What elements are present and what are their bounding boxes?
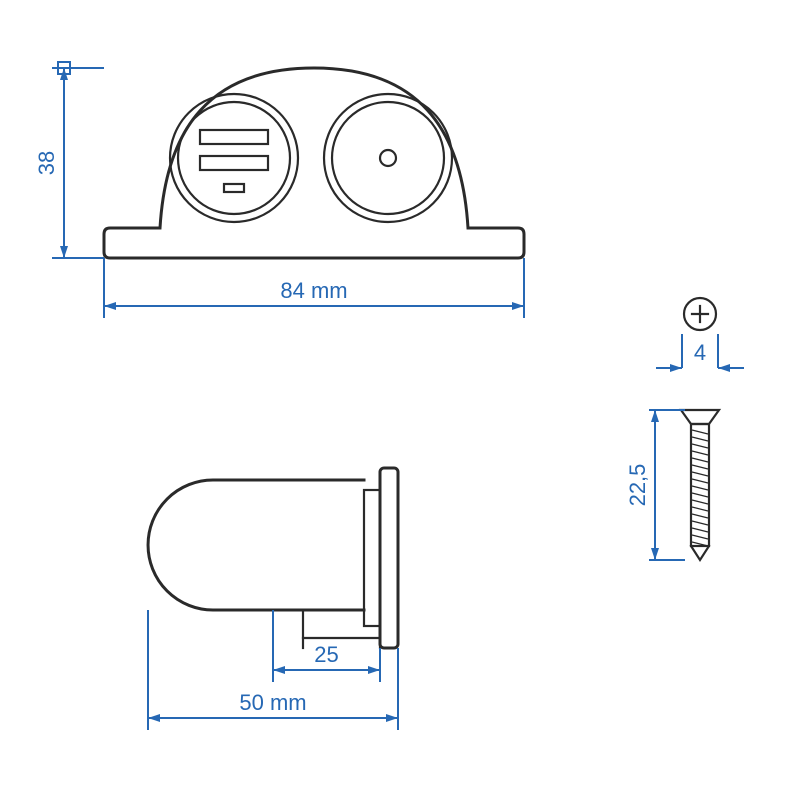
svg-text:22,5: 22,5 [625,464,650,507]
svg-text:25: 25 [314,642,338,667]
side-view: 50 mm 25 [148,468,398,730]
svg-text:4: 4 [694,340,706,365]
front-view: 84 mm 38 [34,62,524,318]
svg-text:38: 38 [34,151,59,175]
svg-text:50 mm: 50 mm [239,690,306,715]
svg-text:84 mm: 84 mm [280,278,347,303]
screw-detail: 422,5 [625,298,744,560]
technical-drawing: 84 mm3850 mm25422,5 [0,0,800,800]
